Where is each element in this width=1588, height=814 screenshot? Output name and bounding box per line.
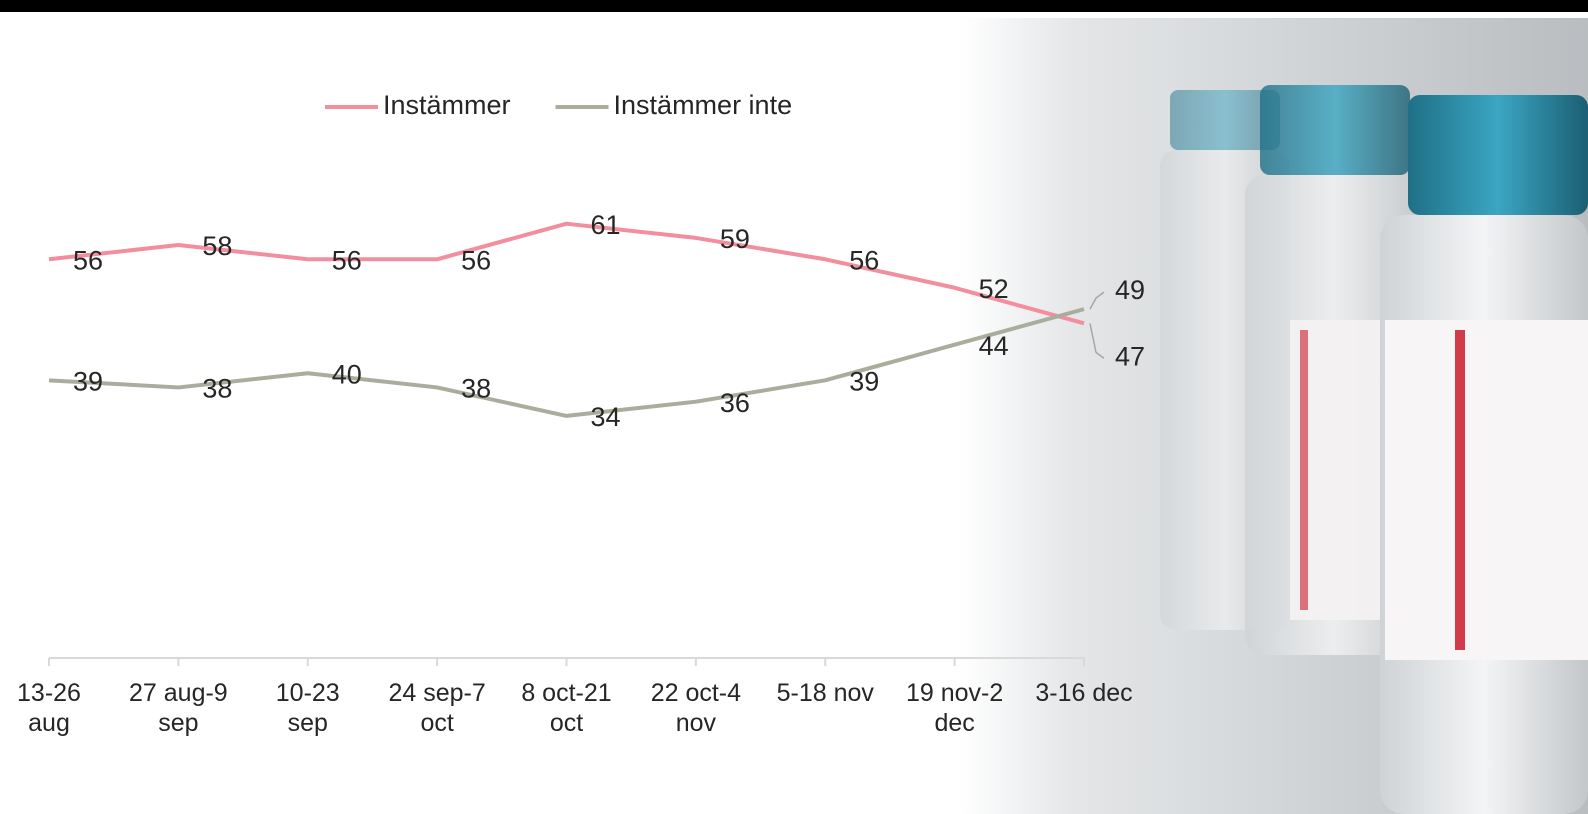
- legend-label: Instämmer inte: [614, 90, 793, 120]
- leader-line: [1089, 291, 1105, 310]
- x-tick-label: 24 sep-7 oct: [388, 679, 486, 737]
- x-tick-label: 8 oct-21 oct: [521, 679, 612, 737]
- data-label: 56: [461, 245, 491, 275]
- data-label: 59: [720, 224, 750, 254]
- data-label: 56: [73, 245, 103, 275]
- data-label: 56: [332, 245, 362, 275]
- data-label: 38: [461, 374, 491, 404]
- data-label: 36: [720, 388, 750, 418]
- x-tick-label: 19 nov-2 dec: [905, 679, 1004, 737]
- line: [48, 221, 1085, 326]
- data-label: 38: [202, 374, 232, 404]
- x-tick-label: 10-23 sep: [275, 679, 340, 737]
- data-label: 52: [979, 274, 1009, 304]
- data-label: 47: [1115, 341, 1145, 371]
- x-tick-label: 3-16 dec: [1035, 679, 1133, 707]
- data-label: 49: [1115, 275, 1145, 305]
- x-tick-label: 27 aug-9 sep: [129, 679, 228, 737]
- data-label: 44: [979, 331, 1009, 361]
- x-tick-label: 22 oct-4 nov: [650, 679, 742, 737]
- photo: [960, 18, 1588, 814]
- data-label: 34: [590, 402, 620, 432]
- leader-line: [1089, 323, 1105, 359]
- data-label: 40: [332, 359, 362, 389]
- legend-label: Instämmer: [383, 90, 511, 120]
- data-label: 56: [849, 245, 879, 275]
- data-label: 39: [849, 366, 879, 396]
- data-label: 61: [590, 210, 620, 240]
- x-tick-label: 13-26 aug: [17, 679, 81, 737]
- data-label: 58: [202, 231, 232, 261]
- line: [48, 307, 1085, 418]
- data-label: 39: [73, 366, 103, 396]
- top-bar: [0, 0, 1588, 12]
- x-tick-label: 5-18 nov: [776, 679, 874, 707]
